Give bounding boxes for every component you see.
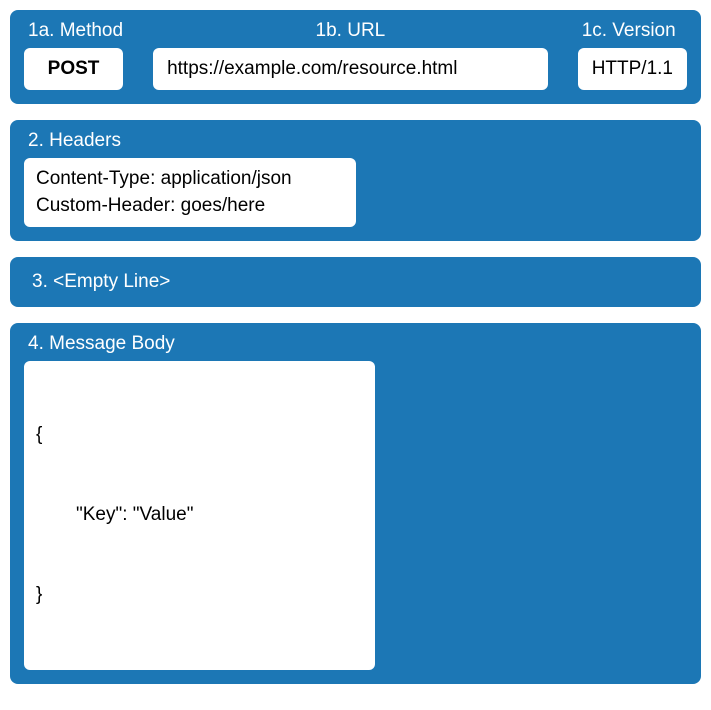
request-line-row: 1a. Method POST 1b. URL https://example.… — [24, 20, 687, 90]
headers-box: Content-Type: application/json Custom-He… — [24, 158, 356, 227]
body-open-brace: { — [36, 422, 363, 449]
version-label: 1c. Version — [578, 20, 687, 42]
version-value: HTTP/1.1 — [578, 48, 687, 90]
header-line: Content-Type: application/json — [36, 166, 344, 193]
url-value: https://example.com/resource.html — [153, 48, 548, 90]
url-label: 1b. URL — [153, 20, 548, 42]
headers-label: 2. Headers — [24, 130, 687, 152]
method-label: 1a. Method — [24, 20, 123, 42]
body-box: { "Key": "Value" } — [24, 361, 375, 670]
method-value: POST — [24, 48, 123, 90]
headers-panel: 2. Headers Content-Type: application/jso… — [10, 120, 701, 241]
body-panel: 4. Message Body { "Key": "Value" } — [10, 323, 701, 684]
body-close-brace: } — [36, 582, 363, 609]
empty-line-panel: 3. <Empty Line> — [10, 257, 701, 307]
method-part: 1a. Method POST — [24, 20, 123, 90]
request-line-panel: 1a. Method POST 1b. URL https://example.… — [10, 10, 701, 104]
url-part: 1b. URL https://example.com/resource.htm… — [153, 20, 548, 90]
body-label: 4. Message Body — [24, 333, 687, 355]
version-part: 1c. Version HTTP/1.1 — [578, 20, 687, 90]
header-line: Custom-Header: goes/here — [36, 193, 344, 220]
empty-line-label: 3. <Empty Line> — [28, 271, 683, 293]
body-keyvalue: "Key": "Value" — [36, 502, 363, 529]
